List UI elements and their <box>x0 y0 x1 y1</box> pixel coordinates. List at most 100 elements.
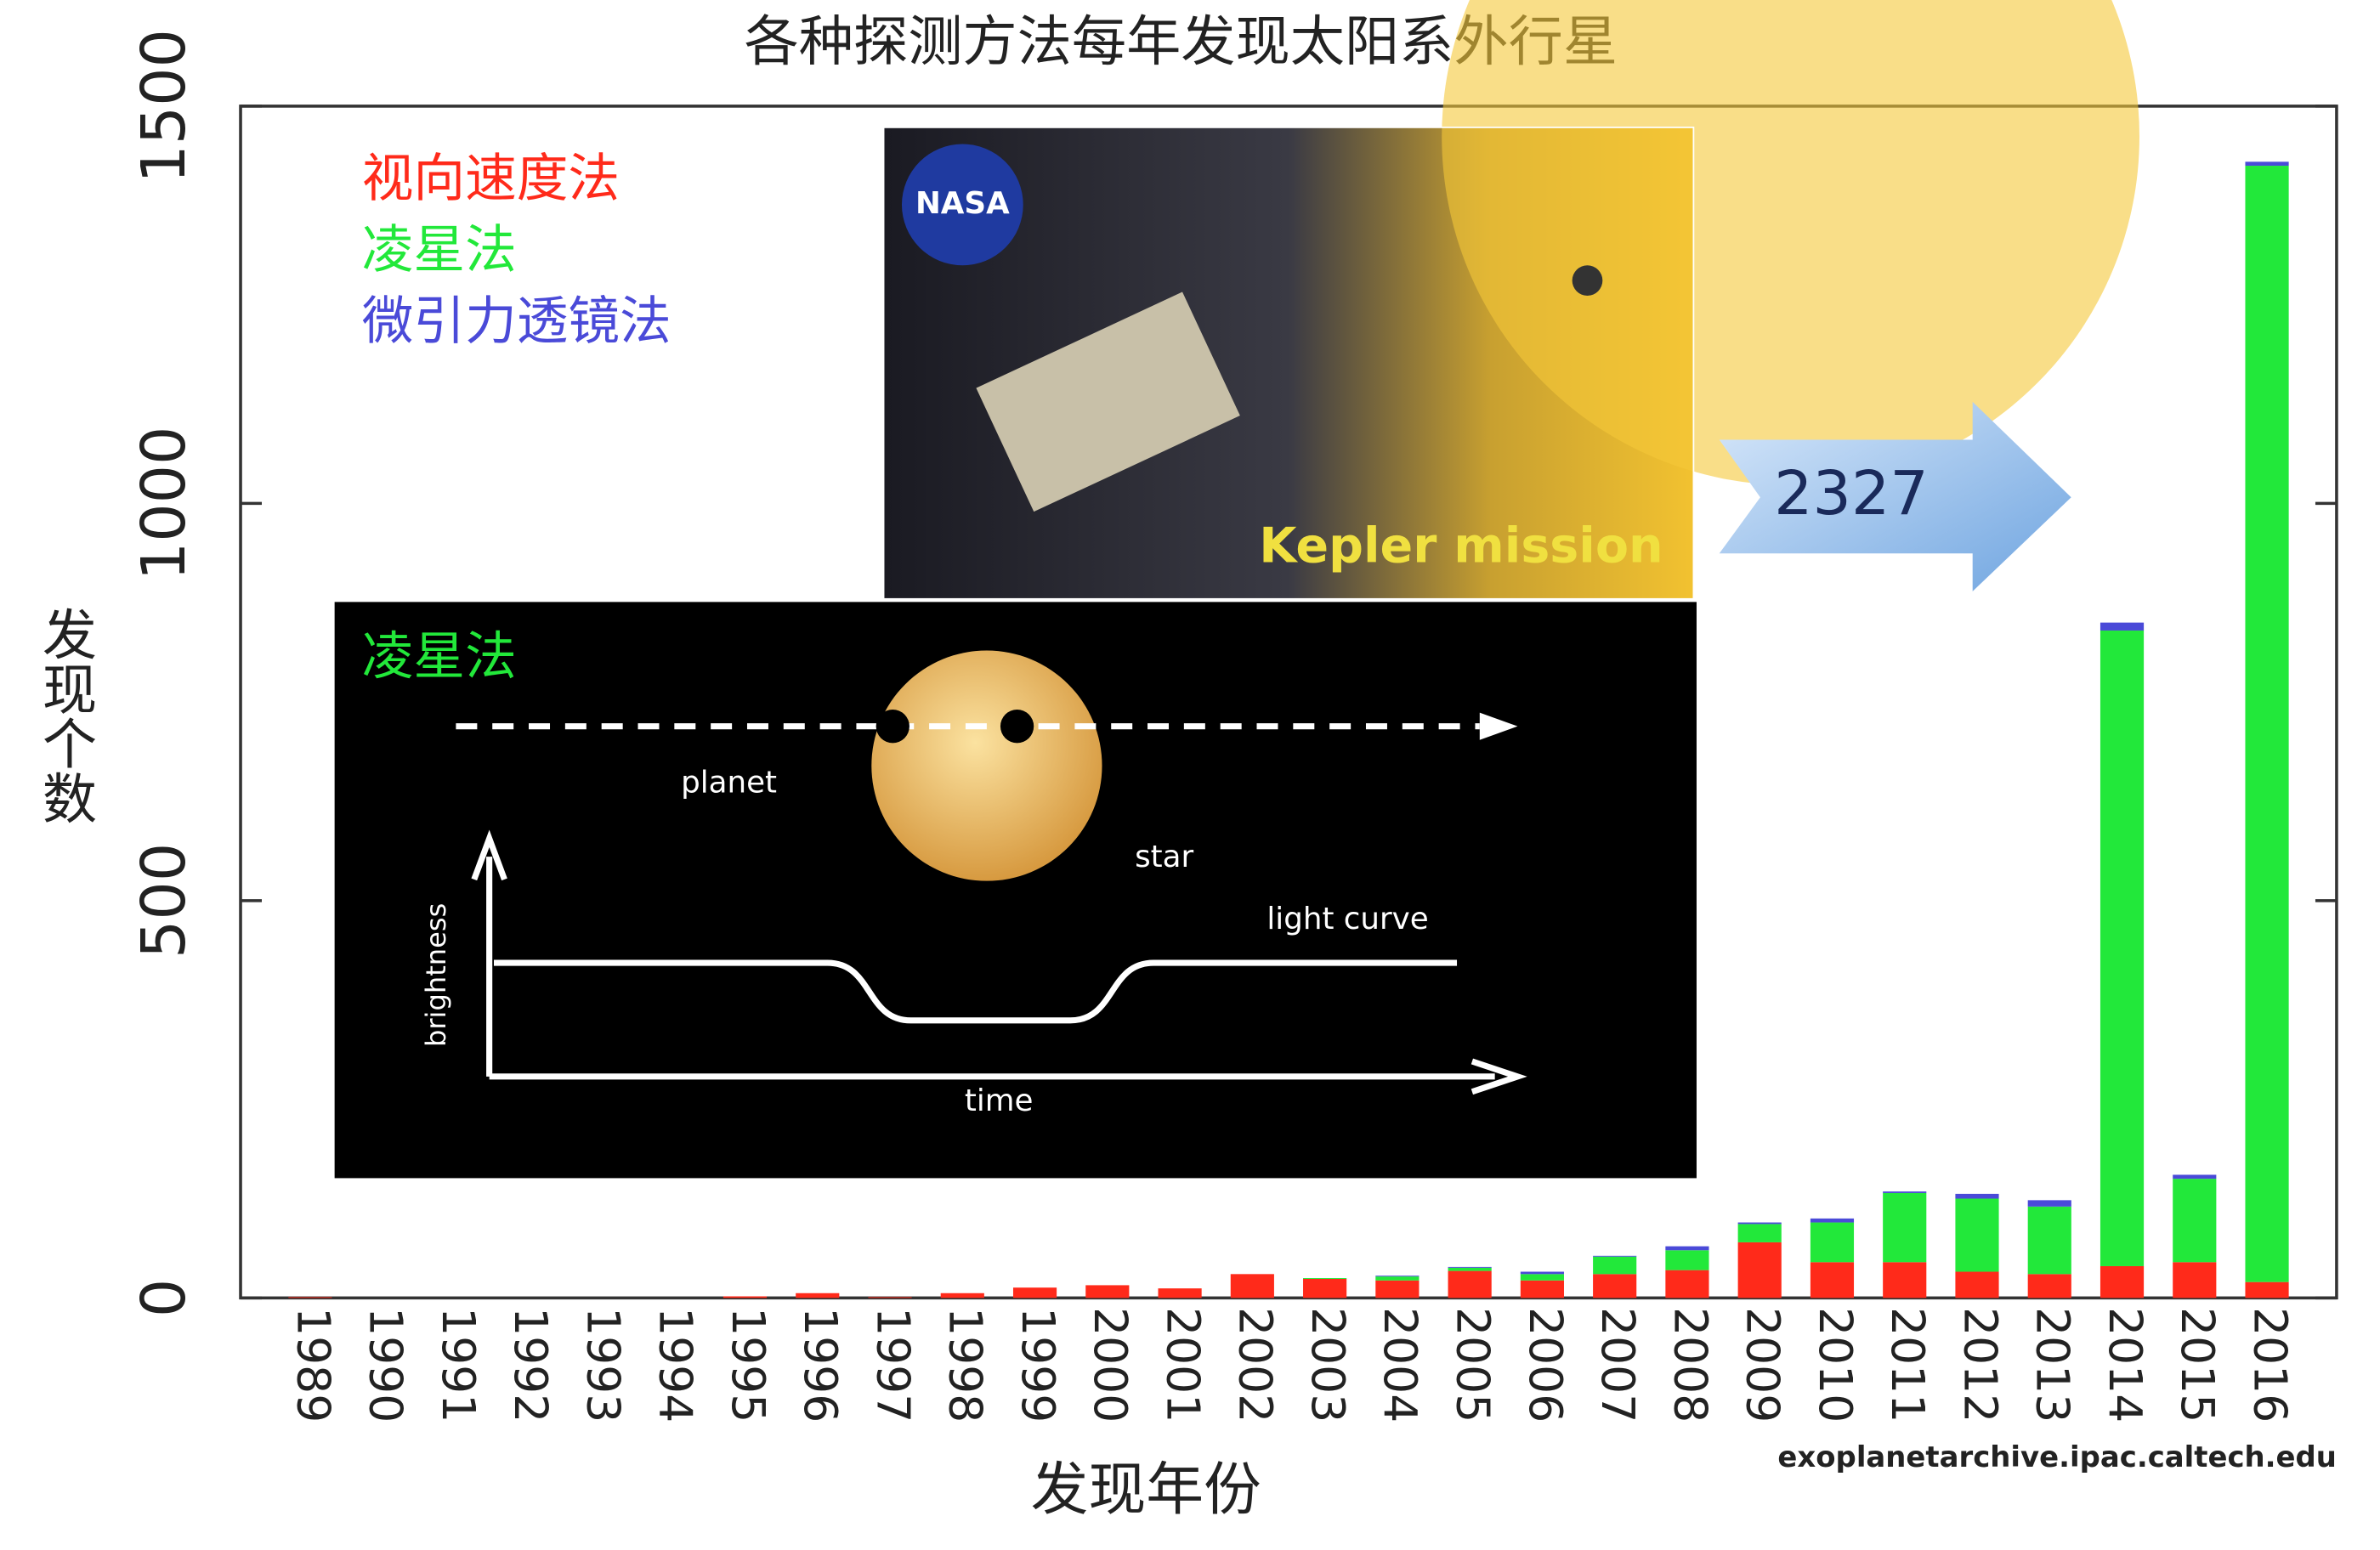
y-axis-label: 发现个数 <box>33 607 97 825</box>
x-tick-label: 1996 <box>794 1307 847 1423</box>
bar-segment <box>288 1297 332 1298</box>
annotation: planet <box>681 765 777 800</box>
bar-segment <box>2245 166 2289 1282</box>
bar-segment <box>1448 1266 1492 1268</box>
bar-segment <box>1955 1193 1999 1199</box>
bar-segment <box>1520 1280 1564 1298</box>
bar-segment <box>1665 1270 1709 1298</box>
y-tick-label: 0 <box>128 1279 199 1317</box>
x-tick-label: 2005 <box>1446 1307 1499 1423</box>
bar-segment <box>2027 1206 2071 1275</box>
bar-segment <box>2100 630 2145 1266</box>
nasa-logo <box>901 144 1023 266</box>
x-tick-label: 2009 <box>1737 1307 1790 1423</box>
legend-entry: 凌星法 <box>362 221 517 280</box>
bar-segment <box>1593 1255 1637 1257</box>
bar-segment <box>1012 1287 1057 1298</box>
planet <box>1000 710 1034 744</box>
x-tick-label: 2015 <box>2171 1307 2224 1423</box>
x-tick-label: 2012 <box>1953 1307 2007 1423</box>
bar-segment <box>868 1297 912 1298</box>
bar-segment <box>1737 1222 1782 1225</box>
bar-segment <box>1303 1277 1347 1279</box>
bar-segment <box>1520 1274 1564 1281</box>
annotation: 凌星法 <box>362 627 517 687</box>
bar-segment <box>1593 1256 1637 1275</box>
sun-glow <box>1442 0 2139 485</box>
source-note: exoplanetarchive.ipac.caltech.edu <box>1777 1440 2337 1474</box>
bar-segment <box>1810 1262 1855 1298</box>
x-tick-label: 1994 <box>649 1307 703 1423</box>
x-tick-label: 2008 <box>1663 1307 1717 1423</box>
bar-segment <box>2100 1265 2145 1298</box>
y-arrow <box>471 829 507 1077</box>
spacecraft <box>976 291 1240 512</box>
x-tick-label: 2013 <box>2026 1307 2080 1423</box>
y-tick-label: 500 <box>128 843 199 959</box>
annotation: time <box>965 1083 1034 1118</box>
x-tick-label: 2000 <box>1084 1307 1137 1423</box>
x-arrow <box>489 1058 1527 1095</box>
x-tick-label: 1997 <box>866 1307 920 1423</box>
x-tick-label: 2001 <box>1156 1307 1210 1423</box>
bar-segment <box>1665 1250 1709 1270</box>
x-tick-label: 1989 <box>286 1307 340 1423</box>
x-tick-label: 2002 <box>1229 1307 1283 1423</box>
x-tick-label: 2011 <box>1881 1307 1935 1423</box>
x-tick-label: 2016 <box>2243 1307 2297 1423</box>
y-tick-label: 1000 <box>128 427 199 581</box>
x-tick-label: 1990 <box>360 1307 413 1423</box>
x-axis-label: 发现年份 <box>1031 1456 1261 1523</box>
star <box>871 650 1102 881</box>
x-tick-label: 1991 <box>432 1307 485 1423</box>
annotation: brightness <box>420 903 452 1047</box>
x-tick-label: 2003 <box>1301 1307 1355 1423</box>
bar-segment <box>1230 1274 1274 1298</box>
x-tick-label: 2006 <box>1519 1307 1572 1423</box>
bar-segment <box>2173 1174 2217 1179</box>
kepler-frame <box>882 126 1695 600</box>
annotation: 2327 <box>1774 458 1929 529</box>
y-tick-label: 1500 <box>128 29 199 184</box>
annotation: star <box>1135 840 1193 874</box>
bar-segment <box>1303 1278 1347 1298</box>
x-tick-label: 1995 <box>722 1307 775 1423</box>
bar-segment <box>1375 1276 1420 1281</box>
bar-segment <box>1737 1224 1782 1242</box>
annotation: NASA <box>915 186 1010 221</box>
annotation: light curve <box>1266 902 1428 936</box>
bar-segment <box>1737 1242 1782 1298</box>
x-tick-label: 2010 <box>1809 1307 1862 1423</box>
x-tick-label: 1999 <box>1012 1307 1065 1423</box>
bar-segment <box>1665 1246 1709 1251</box>
annotation: Kepler mission <box>1259 518 1663 574</box>
bar-segment <box>1883 1262 1927 1298</box>
insets: NASA Kepler mission 2327 凌星法 planet star… <box>334 0 2139 1179</box>
bar-segment <box>1955 1271 1999 1298</box>
bar-segment <box>722 1296 768 1298</box>
arrow <box>1719 401 2071 591</box>
planet <box>876 710 910 744</box>
bar-segment <box>2100 622 2145 631</box>
bar-segment <box>2245 161 2289 167</box>
x-tick-label: 2004 <box>1374 1307 1427 1423</box>
bar-segment <box>1158 1288 1202 1298</box>
bar-segment <box>1520 1271 1564 1275</box>
bar-segment <box>2027 1200 2071 1207</box>
planet-dot <box>1572 265 1603 296</box>
bar-segment <box>2245 1281 2289 1298</box>
bar-segment <box>1448 1270 1492 1298</box>
bar-segment <box>1593 1274 1637 1298</box>
bar-segment <box>796 1293 840 1298</box>
legend-entry: 微引力透镜法 <box>362 291 672 351</box>
bar-segment <box>1810 1222 1855 1263</box>
bar-segment <box>1085 1285 1130 1298</box>
light-curve <box>494 959 1458 1024</box>
x-tick-label: 2007 <box>1591 1307 1645 1423</box>
bar-segment <box>1810 1218 1855 1223</box>
x-tick-label: 1992 <box>504 1307 558 1423</box>
bar-segment <box>1448 1267 1492 1271</box>
plot-frame <box>239 105 2338 1300</box>
